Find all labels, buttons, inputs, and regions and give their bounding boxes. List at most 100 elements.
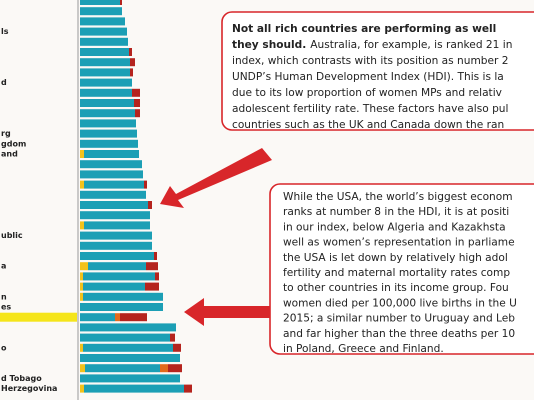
bar-segment <box>80 241 152 250</box>
bar-segment <box>80 374 180 383</box>
bar-segment <box>80 221 84 230</box>
bar-segment <box>80 0 120 5</box>
annotation-line: 2015; a similar number to Uruguay and Le… <box>283 313 515 325</box>
bar-segment <box>80 17 125 26</box>
category-label: rg <box>1 129 11 138</box>
bar-segment <box>115 313 120 322</box>
bar-segment <box>80 282 83 291</box>
annotation-text: ranks at number 8 in the HDI, it is at p… <box>283 206 509 218</box>
bar-segment <box>80 37 128 46</box>
annotation-line: adolescent fertility rate. These factors… <box>232 103 508 115</box>
annotation-text: adolescent fertility rate. These factors… <box>232 103 508 115</box>
annotation-text: countries such as the UK and Canada down… <box>232 119 504 131</box>
annotation-text: well as women’s representation in parlia… <box>283 237 515 249</box>
bar-segment <box>168 364 182 373</box>
arrow <box>160 148 272 208</box>
category-label: and <box>1 150 18 159</box>
bar-segment <box>80 262 88 271</box>
bar-segment <box>80 303 163 311</box>
annotation-line: index, which contrasts with its position… <box>232 55 509 67</box>
annotation-line: While the USA, the world’s biggest econo… <box>283 191 513 203</box>
bar-segment <box>80 129 137 138</box>
bar-segment <box>130 68 133 77</box>
bar-segment <box>135 109 140 118</box>
highlight <box>0 312 77 322</box>
annotation-text: fertility and maternal mortality rates c… <box>283 267 510 279</box>
bar-segment <box>80 180 84 189</box>
bar-segment <box>130 58 135 67</box>
category-label: d Tobago <box>1 374 42 383</box>
bar-segment <box>80 231 152 240</box>
bar-segment <box>80 7 122 16</box>
annotation-text: the USA is let down by relatively high a… <box>283 252 508 264</box>
annotation-line: in our index, below Algeria and Kazakhst… <box>283 221 506 233</box>
bar-segment <box>184 384 192 393</box>
annotation-line: countries such as the UK and Canada down… <box>232 119 504 131</box>
category-label: o <box>1 343 7 352</box>
bar-segment <box>80 323 176 332</box>
bar-segment <box>84 180 144 189</box>
bar-segment <box>84 221 150 230</box>
bar-segment <box>146 262 158 271</box>
bar-segment <box>80 139 138 148</box>
bar-segment <box>80 384 84 393</box>
annotation-line: they should. Australia, for example, is r… <box>232 39 512 51</box>
bar-segment <box>80 78 132 87</box>
category-label: n <box>1 292 7 301</box>
annotation-line: well as women’s representation in parlia… <box>283 237 515 249</box>
bar-segment <box>80 150 84 158</box>
annotation-line: UNDP’s Human Development Index (HDI). Th… <box>232 71 504 83</box>
annotation-text: in our index, below Algeria and Kazakhst… <box>283 221 506 233</box>
bar-segment <box>80 211 150 220</box>
bar-segment <box>148 201 152 209</box>
bar-segment <box>129 48 132 56</box>
bar-segment <box>155 272 159 281</box>
category-label: a <box>1 262 6 271</box>
annotation-text: 2015; a similar number to Uruguay and Le… <box>283 313 515 325</box>
annotation-text: While the USA, the world’s biggest econo… <box>283 191 513 203</box>
bar-segment <box>145 282 159 291</box>
bar-segment <box>80 48 129 56</box>
bar-segment <box>80 364 85 373</box>
annotation-line: the USA is let down by relatively high a… <box>283 252 508 264</box>
bar-segment <box>85 364 160 373</box>
category-label: es <box>1 303 11 312</box>
category-label: Herzegovina <box>1 384 57 393</box>
bar-segment <box>83 272 155 281</box>
annotation-line: ranks at number 8 in the HDI, it is at p… <box>283 206 509 218</box>
bar-segment <box>83 282 145 291</box>
annotation-text: and far higher than the three deaths per… <box>283 328 515 340</box>
bar-segment <box>84 150 139 158</box>
bar-segment <box>80 119 136 128</box>
annotation-line: and far higher than the three deaths per… <box>283 328 515 340</box>
bar-segment <box>80 354 180 362</box>
annotation-line: Not all rich countries are performing as… <box>232 23 496 35</box>
bar-segment <box>80 160 142 169</box>
annotation-text: UNDP’s Human Development Index (HDI). Th… <box>232 71 504 83</box>
annotation-text: due to its low proportion of women MPs a… <box>232 87 502 99</box>
bar-segment <box>144 180 147 189</box>
annotation-bold: Not all rich countries are performing as… <box>232 23 496 35</box>
arrow <box>184 298 272 326</box>
bar-segment <box>84 384 184 393</box>
bar-segment <box>80 292 83 301</box>
bar-segment <box>170 333 175 342</box>
bar-segment <box>80 99 134 107</box>
bar-segment <box>83 343 173 352</box>
bar-segment <box>80 313 115 322</box>
bar-segment <box>80 109 135 118</box>
bar-segment <box>154 252 157 260</box>
bar-segment <box>80 170 143 179</box>
bar-segment <box>120 0 122 5</box>
annotation-text: in Poland, Greece and Finland. <box>283 343 444 355</box>
annotation-text: to other countries in its income group. … <box>283 282 509 294</box>
annotation-text: women died per 100,000 live births in th… <box>283 297 517 309</box>
category-label: gdom <box>1 139 26 148</box>
bar-segment <box>80 88 132 97</box>
annotation-bold: they should. <box>232 39 306 51</box>
annotation-text: Australia, for example, is ranked 21 in <box>310 39 512 51</box>
callout-box <box>269 183 534 355</box>
bar-segment <box>132 88 140 97</box>
bar-segment <box>80 27 127 36</box>
